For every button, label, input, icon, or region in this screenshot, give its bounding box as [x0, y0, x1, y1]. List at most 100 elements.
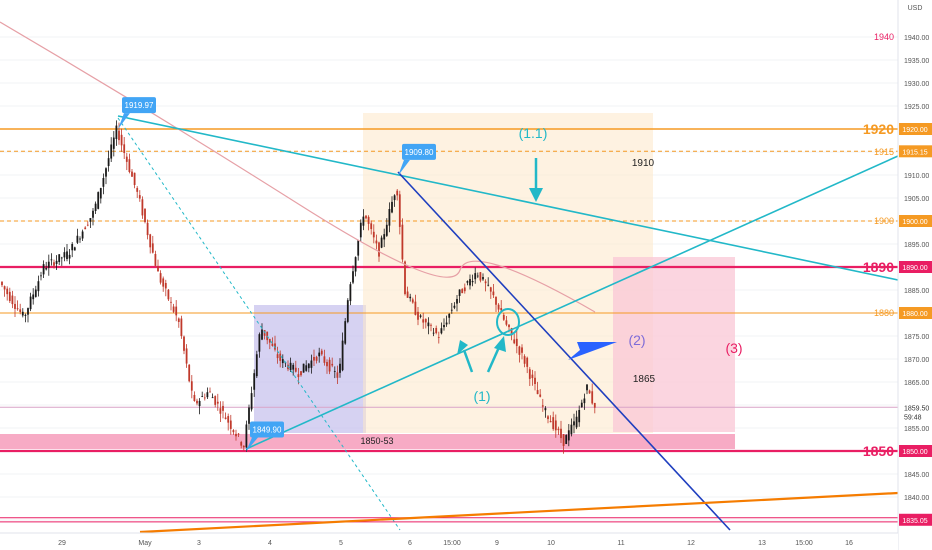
candle-body	[27, 308, 29, 315]
candle-body	[250, 393, 253, 410]
candle-body	[190, 381, 193, 391]
candle-body	[495, 297, 497, 305]
candle-body	[567, 430, 570, 441]
candle-body	[573, 421, 575, 426]
candle-body	[328, 359, 331, 372]
candle-body	[167, 289, 170, 300]
y-tick-label: 1935.00	[904, 58, 929, 65]
candle-body	[583, 398, 586, 404]
candle-body	[393, 195, 396, 201]
y-tick-label: 1905.00	[904, 196, 929, 203]
candle-body	[24, 314, 27, 316]
candle-body	[248, 407, 250, 424]
candle-body	[388, 209, 391, 226]
price-tag	[899, 215, 932, 227]
candle-body	[214, 396, 217, 405]
candle-body	[50, 259, 53, 261]
x-tick-label: 11	[617, 540, 624, 547]
candle-body	[414, 301, 417, 315]
candle-body	[362, 216, 365, 226]
candle-body	[237, 433, 240, 435]
y-tick-label: 1910.00	[904, 173, 929, 180]
candle-body	[3, 286, 6, 290]
candle-body	[120, 134, 123, 146]
x-tick-label: 6	[408, 540, 412, 547]
time-axis-background	[0, 533, 898, 550]
label-1910: 1910	[632, 158, 655, 169]
y-tick-label: 1840.00	[904, 495, 929, 502]
peak-callouts: 1919.97 1909.80 1849.90	[118, 97, 436, 452]
candle-body	[240, 442, 243, 446]
label-1-1: (1.1)	[519, 125, 548, 141]
candle-body	[565, 435, 568, 444]
peak-callout-pointer	[398, 159, 410, 176]
candle-body	[456, 298, 458, 304]
candle-body	[562, 434, 565, 446]
label-1: (1)	[473, 388, 490, 404]
candle-body	[469, 279, 471, 286]
peak-callout	[122, 97, 156, 114]
candle-body	[424, 319, 427, 323]
candle-body	[391, 201, 393, 213]
candle-body	[326, 361, 328, 367]
zone-boxes	[0, 113, 735, 449]
candle-body	[255, 354, 258, 377]
candle-body	[484, 281, 487, 284]
price-axis: 1835.001840.001845.001850.001855.001860.…	[897, 0, 932, 550]
candle-body	[401, 224, 404, 260]
candle-body	[372, 231, 375, 238]
candle-body	[209, 391, 211, 393]
arrow-left-blue	[568, 342, 617, 360]
candle-body	[411, 299, 414, 303]
candle-body	[40, 275, 42, 277]
candle-body	[508, 324, 510, 328]
candle-body	[177, 318, 180, 322]
candle-body	[492, 291, 495, 296]
candle-body	[466, 281, 469, 283]
candle-body	[471, 281, 474, 283]
level-labels: 1940 1920 1915 1900 1890 1880 1850	[863, 32, 894, 459]
candle-body	[183, 336, 185, 351]
candle-body	[339, 363, 341, 373]
candle-body	[570, 424, 573, 435]
candle-body	[331, 363, 334, 366]
y-tick-label: 1865.00	[904, 380, 929, 387]
arrow-up-right-shaft	[486, 344, 502, 373]
y-tick-label: 1940.00	[904, 35, 929, 42]
candle-body	[417, 311, 419, 320]
candle-body	[541, 405, 544, 407]
candle-body	[352, 271, 354, 283]
level-label: 1900	[874, 216, 894, 226]
candle-body	[222, 405, 224, 411]
label-1850-53: 1850-53	[360, 436, 393, 446]
price-tag-label: 1835.05	[902, 518, 927, 525]
candle-body	[375, 240, 378, 244]
candle-body	[123, 144, 126, 154]
price-tag	[899, 261, 932, 273]
y-tick-label: 1870.00	[904, 357, 929, 364]
candle-body	[258, 334, 261, 352]
moving-average	[0, 21, 596, 313]
candle-body	[544, 408, 547, 411]
candle-body	[437, 337, 440, 338]
candle-body	[341, 340, 344, 371]
candle-body	[510, 328, 513, 336]
candle-body	[11, 295, 14, 305]
candle-body	[500, 308, 503, 311]
candle-body	[146, 222, 149, 236]
candles	[1, 120, 596, 454]
price-tag-label: 1850.00	[902, 449, 927, 456]
candle-body	[313, 356, 315, 361]
candle-body	[552, 417, 555, 430]
candle-body	[398, 194, 401, 227]
y-tick-label: 1925.00	[904, 104, 929, 111]
candle-body	[110, 144, 113, 159]
peach-box	[363, 113, 653, 433]
y-tick-label: 1895.00	[904, 242, 929, 249]
candle-body	[279, 353, 282, 361]
candle-body	[435, 327, 438, 334]
candle-body	[409, 296, 412, 299]
orange-trend-line	[139, 491, 899, 534]
candle-body	[383, 234, 386, 240]
